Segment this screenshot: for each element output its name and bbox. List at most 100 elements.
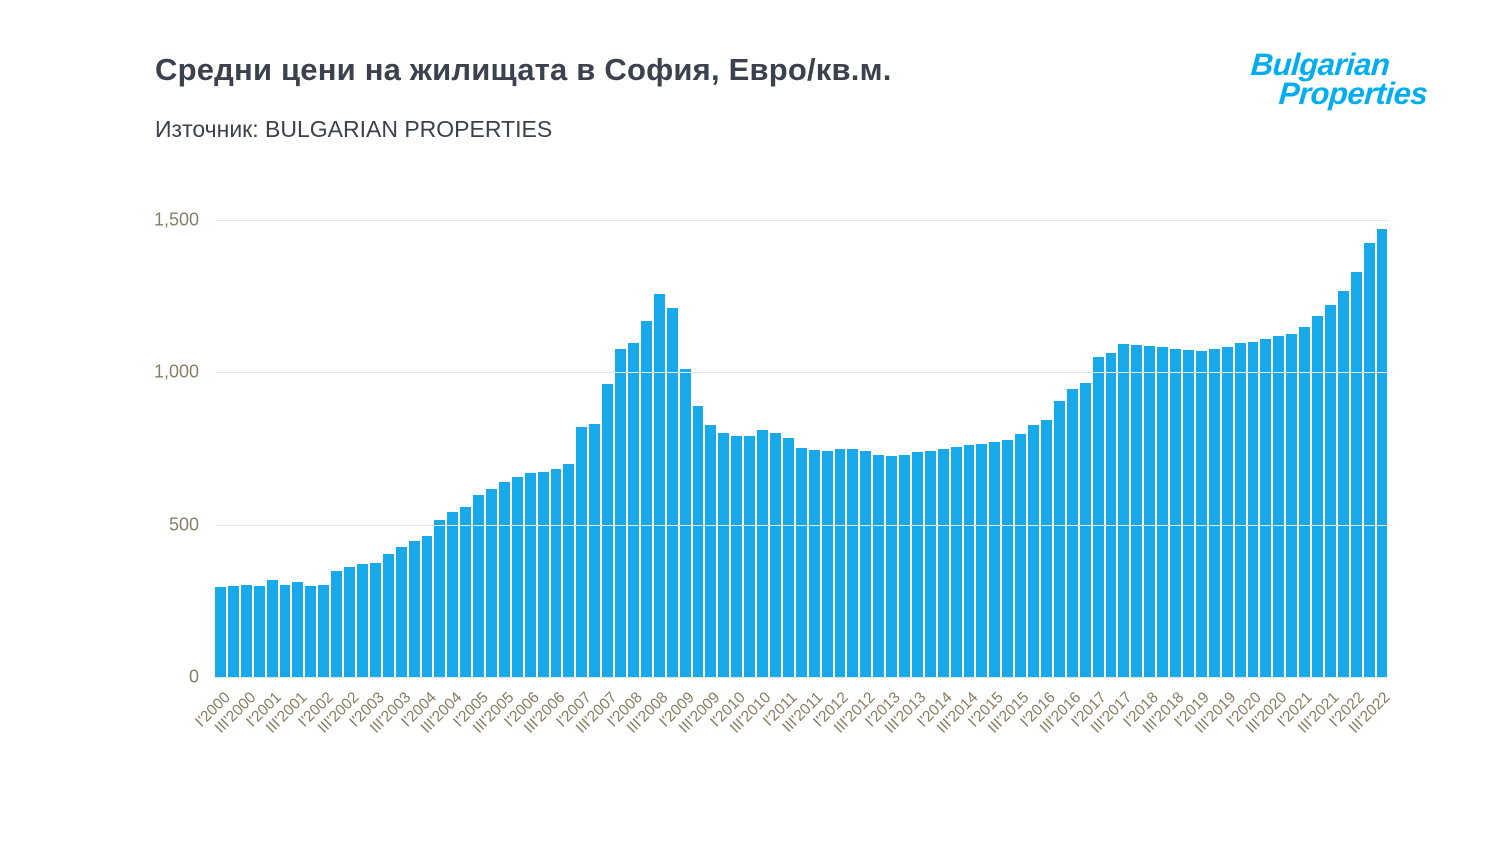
bar <box>1092 356 1104 677</box>
bar <box>305 585 317 677</box>
bar <box>834 448 846 677</box>
bar <box>937 449 949 677</box>
bar <box>1234 343 1246 677</box>
bar <box>718 433 730 677</box>
bar <box>215 587 226 677</box>
plot-area: 0 500 1,000 1,500 <box>154 210 1388 687</box>
bar <box>356 563 368 677</box>
bar <box>395 546 407 677</box>
gridline <box>215 677 1388 678</box>
page-title: Средни цени на жилищата в София, Евро/кв… <box>155 52 892 87</box>
bar <box>1221 347 1233 677</box>
bar <box>1066 389 1078 677</box>
x-axis: I'2000 III'2000 I'2001 III'2001 I'2002 III'20… <box>192 677 1394 772</box>
bar <box>963 444 975 677</box>
bar <box>1131 344 1143 677</box>
bar <box>1260 339 1272 677</box>
bar <box>1324 304 1336 677</box>
bar-chart: 0 500 1,000 1,500 I'2000 III'2000 I'2001 III'2… <box>154 210 1394 772</box>
bar <box>873 454 885 677</box>
bar <box>421 536 433 677</box>
bar <box>537 472 549 677</box>
bar <box>808 450 820 677</box>
bar <box>1376 229 1388 677</box>
bar <box>847 449 859 677</box>
bar <box>279 584 291 677</box>
bar <box>989 442 1001 677</box>
bar <box>1350 271 1362 677</box>
bar <box>576 427 588 677</box>
bar <box>1299 326 1311 677</box>
bar <box>1363 242 1375 677</box>
bar <box>1157 347 1169 677</box>
bar <box>653 293 665 677</box>
bar <box>524 473 536 677</box>
bar <box>266 580 278 677</box>
bar <box>498 482 510 677</box>
bar <box>692 405 704 677</box>
bar <box>460 507 472 677</box>
y-axis-label: 1,500 <box>153 209 199 230</box>
y-axis-label: 0 <box>188 666 199 687</box>
gridline <box>215 524 1388 526</box>
bar <box>705 424 717 677</box>
bar <box>331 570 343 677</box>
bar <box>911 452 923 677</box>
bar <box>860 450 872 677</box>
bar <box>666 308 678 677</box>
header: Средни цени на жилищата в София, Евро/кв… <box>155 52 892 143</box>
brand-logo-line1: Bulgarian <box>1249 47 1391 82</box>
bar <box>369 562 381 677</box>
bar <box>227 586 239 677</box>
bar <box>782 437 794 677</box>
brand-logo: Bulgarian Properties <box>1248 47 1430 112</box>
bar <box>253 586 265 677</box>
bar <box>1053 401 1065 677</box>
brand-logo-line2: Properties <box>1277 76 1429 112</box>
bar <box>550 469 562 677</box>
bar <box>976 443 988 677</box>
y-axis-label: 500 <box>168 514 199 535</box>
bar <box>447 512 459 677</box>
bar <box>318 585 330 677</box>
bar <box>1105 353 1117 677</box>
bar <box>950 446 962 677</box>
bar <box>757 429 768 677</box>
bar <box>924 450 936 677</box>
bar <box>899 454 910 677</box>
bar <box>1028 424 1039 677</box>
bar <box>1144 346 1156 677</box>
y-axis-label: 1,000 <box>153 361 199 382</box>
bar <box>602 383 614 677</box>
bar <box>1079 383 1091 677</box>
bar <box>744 435 756 677</box>
bar <box>1002 439 1014 677</box>
bar <box>511 476 523 677</box>
bar <box>344 567 355 677</box>
gridline <box>215 372 1388 374</box>
bar <box>473 494 485 677</box>
bar <box>589 423 601 677</box>
bar <box>795 447 807 677</box>
bar <box>1273 336 1285 677</box>
bar <box>240 585 252 677</box>
bar <box>382 553 394 677</box>
bar <box>563 463 575 677</box>
bar <box>821 450 833 677</box>
bar <box>1118 344 1130 677</box>
bar <box>769 433 781 677</box>
bar <box>1312 315 1323 677</box>
bar <box>1195 351 1207 677</box>
bar <box>1182 350 1194 677</box>
bar <box>1247 341 1259 677</box>
bar <box>1337 290 1349 677</box>
source-subtitle: Източник: BULGARIAN PROPERTIES <box>155 116 553 142</box>
bar <box>292 581 304 677</box>
bar <box>615 349 626 677</box>
bar <box>731 436 743 677</box>
bar <box>1015 433 1027 677</box>
bar <box>434 520 446 677</box>
bar <box>628 343 639 677</box>
bars <box>215 220 1388 677</box>
bar <box>679 369 691 677</box>
